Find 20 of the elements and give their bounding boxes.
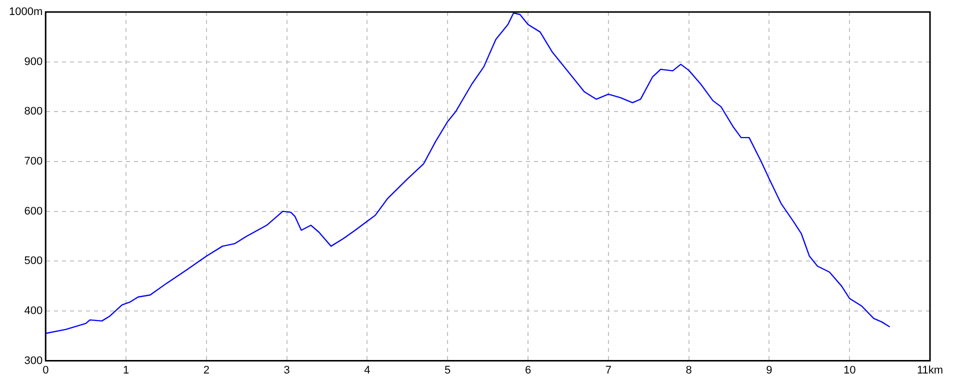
y-tick-label: 700 <box>24 156 43 168</box>
y-tick-label: 600 <box>24 205 43 218</box>
x-tick-label: 9 <box>766 364 772 376</box>
x-tick-label: 8 <box>686 364 692 376</box>
x-tick-label: 10 <box>843 364 856 376</box>
y-tick-label: 300 <box>24 354 43 367</box>
x-tick-label: 6 <box>524 364 532 376</box>
x-tick-label: 1 <box>122 364 130 376</box>
x-tick-label: 11km <box>916 364 944 376</box>
x-tick-label: 4 <box>364 364 370 376</box>
y-tick-label: 900 <box>24 56 43 68</box>
y-tick-label: 400 <box>24 305 43 318</box>
x-tick-label: 2 <box>203 364 210 376</box>
x-tick-label: 5 <box>444 364 451 376</box>
y-tick-label: 800 <box>24 106 43 118</box>
x-tick-label: 0 <box>42 364 49 376</box>
y-tick-label: 500 <box>24 255 43 268</box>
y-tick-label: 1000m <box>8 6 43 18</box>
x-tick-label: 7 <box>605 364 612 376</box>
x-tick-label: 3 <box>284 364 290 376</box>
